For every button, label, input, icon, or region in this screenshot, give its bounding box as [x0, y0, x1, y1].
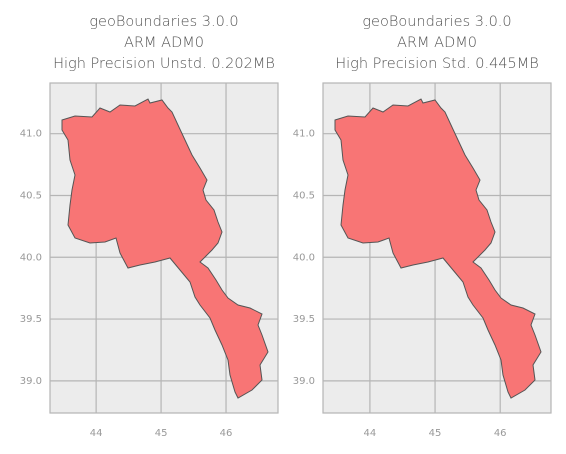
y-tick-label: 40.0 — [293, 252, 315, 263]
axes-frame — [49, 82, 279, 414]
x-tick-label: 45 — [429, 428, 442, 439]
y-tick-label: 39.0 — [293, 376, 315, 387]
map-panel: geoBoundaries 3.0.0 ARM ADM0 High Precisio… — [293, 14, 552, 439]
x-tick-label: 46 — [220, 428, 233, 439]
y-tick-label: 39.5 — [293, 314, 315, 325]
chart-title: geoBoundaries 3.0.0 — [362, 14, 511, 30]
map-panel: geoBoundaries 3.0.0 ARM ADM0 High Precisio… — [20, 14, 279, 439]
y-tick-label: 39.0 — [20, 376, 42, 387]
y-tick-label: 40.5 — [293, 190, 315, 201]
chart-title: geoBoundaries 3.0.0 — [89, 14, 238, 30]
y-tick-label: 40.0 — [20, 252, 42, 263]
chart-title: High Precision Std. 0.445MB — [335, 56, 539, 72]
x-tick-label: 44 — [364, 428, 377, 439]
x-tick-label: 46 — [494, 428, 507, 439]
y-tick-label: 40.5 — [20, 190, 42, 201]
axes-frame — [322, 82, 552, 414]
chart-title: ARM ADM0 — [397, 35, 477, 51]
chart-title: High Precision Unstd. 0.202MB — [53, 56, 275, 72]
x-tick-label: 44 — [90, 428, 103, 439]
chart-title: ARM ADM0 — [124, 35, 204, 51]
y-tick-label: 41.0 — [293, 129, 315, 140]
y-tick-label: 41.0 — [20, 129, 42, 140]
y-tick-label: 39.5 — [20, 314, 42, 325]
x-tick-label: 45 — [155, 428, 168, 439]
